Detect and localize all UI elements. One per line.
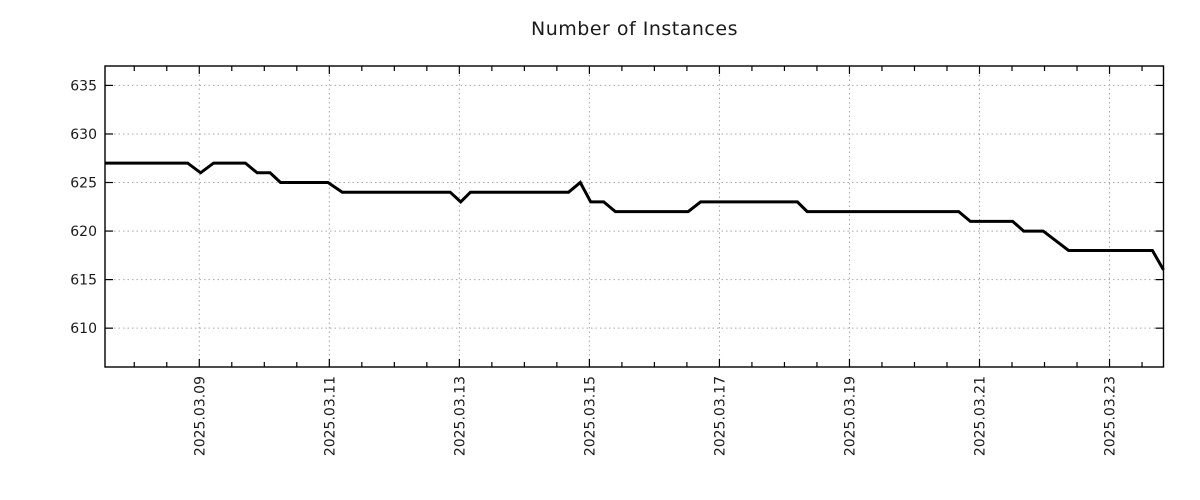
x-tick-label: 2025.03.13	[452, 376, 468, 456]
y-tick-label: 610	[70, 321, 97, 337]
data-series-line	[105, 161, 1165, 271]
y-tick-label: 625	[70, 176, 97, 192]
x-tick-label: 2025.03.11	[322, 376, 338, 456]
y-tick-label: 615	[70, 273, 97, 289]
y-tick-label: 635	[70, 78, 97, 94]
plot-border	[104, 65, 1165, 368]
chart-title: Number of Instances	[531, 18, 738, 40]
x-tick-label: 2025.03.19	[842, 376, 858, 456]
y-tick-label: 620	[70, 224, 97, 240]
x-tick-label: 2025.03.15	[582, 376, 598, 456]
x-tick-label: 2025.03.21	[972, 376, 988, 456]
x-tick-label: 2025.03.23	[1103, 376, 1119, 456]
x-tick-label: 2025.03.17	[712, 376, 728, 456]
x-tick-label: 2025.03.09	[192, 376, 208, 456]
y-tick-label: 630	[70, 127, 97, 143]
